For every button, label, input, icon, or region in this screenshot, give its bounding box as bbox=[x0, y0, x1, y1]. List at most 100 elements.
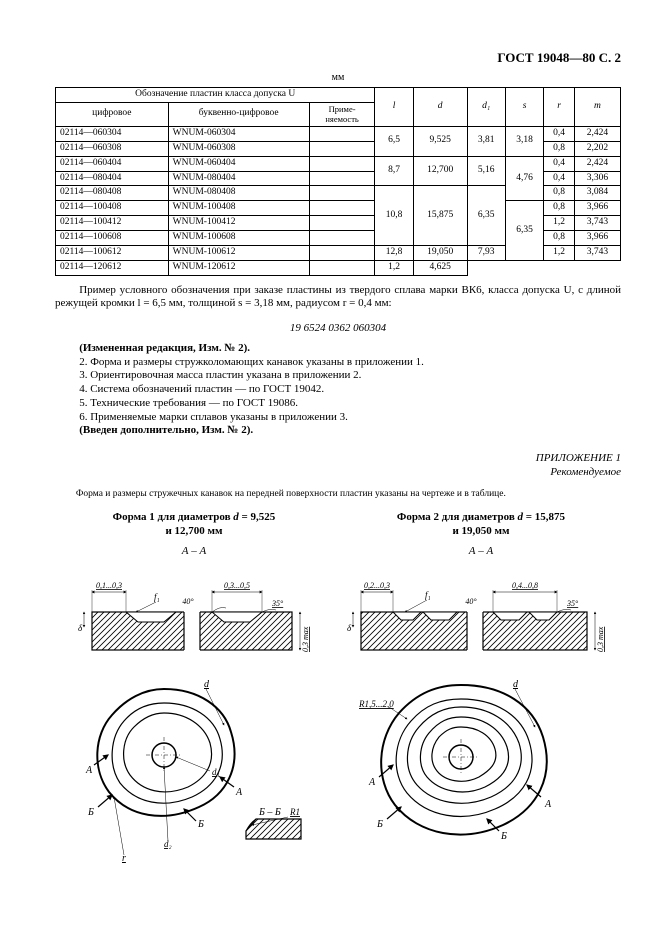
notes-block: (Измененная редакция, Изм. № 2).2. Форма… bbox=[55, 342, 621, 438]
fig2-section-label: А – А bbox=[341, 545, 621, 559]
col-s: s bbox=[505, 87, 543, 126]
svg-text:Б: Б bbox=[500, 831, 507, 842]
table-cell: 2,202 bbox=[574, 141, 620, 156]
table-cell: 0,8 bbox=[544, 231, 575, 246]
svg-text:0,1...0,3: 0,1...0,3 bbox=[96, 581, 122, 590]
spec-table: Обозначение пластин класса допуска U l d… bbox=[55, 87, 621, 276]
table-cell: 1,2 bbox=[544, 245, 575, 260]
appendix-caption: Форма и размеры стружечных канавок на пе… bbox=[55, 489, 621, 501]
table-cell: WNUM-060304 bbox=[168, 126, 309, 141]
svg-text:Б – Б: Б – Б bbox=[258, 807, 281, 818]
table-cell: 0,8 bbox=[544, 186, 575, 201]
col-d1: d₁ bbox=[467, 87, 505, 126]
table-cell: 3,81 bbox=[467, 126, 505, 156]
svg-text:R1: R1 bbox=[289, 807, 300, 817]
table-cell: 0,8 bbox=[544, 201, 575, 216]
table-cell: 3,966 bbox=[574, 201, 620, 216]
table-cell: 02114—060404 bbox=[56, 156, 169, 171]
table-cell: 02114—120612 bbox=[56, 260, 169, 275]
table-cell: 2,424 bbox=[574, 156, 620, 171]
col-m: m bbox=[574, 87, 620, 126]
table-row: 02114—120612WNUM-120612 1,24,625 bbox=[56, 260, 621, 275]
table-cell: 12,8 bbox=[375, 245, 413, 260]
table-cell: 19,050 bbox=[413, 245, 467, 260]
note-line: (Введен дополнительно, Изм. № 2). bbox=[55, 424, 621, 438]
col-d: d bbox=[413, 87, 467, 126]
table-cell: 02114—080408 bbox=[56, 186, 169, 201]
table-row: 02114—100408WNUM-1004086,350,83,966 bbox=[56, 201, 621, 216]
svg-text:R1,5...2,0: R1,5...2,0 bbox=[358, 699, 394, 709]
svg-text:35°: 35° bbox=[271, 599, 284, 608]
table-cell: 3,743 bbox=[574, 216, 620, 231]
table-cell: 3,743 bbox=[574, 245, 620, 260]
table-cell: 15,875 bbox=[413, 186, 467, 246]
svg-text:Б: Б bbox=[87, 807, 94, 818]
figure-form-1: Форма 1 для диаметров d = 9,525 и 12,700… bbox=[55, 511, 333, 877]
note-line: 5. Технические требования — по ГОСТ 1908… bbox=[55, 397, 621, 411]
table-cell: 3,966 bbox=[574, 231, 620, 246]
page-header: ГОСТ 19048—80 С. 2 bbox=[55, 50, 621, 66]
fig2-title-1: Форма 2 для диаметров d = 15,875 bbox=[397, 511, 565, 523]
table-cell: 02114—080404 bbox=[56, 171, 169, 186]
fig2-section-drawing: 0,2...0,3 0,4...0,8 f₁ 40° 35° δ 0,3 max bbox=[341, 562, 621, 672]
table-cell: 02114—100612 bbox=[56, 245, 169, 260]
note-line: 2. Форма и размеры стружколомающих канав… bbox=[55, 356, 621, 370]
table-cell bbox=[309, 216, 375, 231]
table-cell: 0,4 bbox=[544, 156, 575, 171]
table-cell: 0,4 bbox=[544, 171, 575, 186]
table-cell: 0,8 bbox=[544, 141, 575, 156]
svg-text:d: d bbox=[204, 679, 210, 690]
table-cell bbox=[309, 171, 375, 186]
svg-text:δ: δ bbox=[78, 623, 83, 633]
table-cell: WNUM-060404 bbox=[168, 156, 309, 171]
svg-text:0,3 max: 0,3 max bbox=[301, 626, 310, 652]
table-cell bbox=[309, 156, 375, 171]
table-cell: 4,76 bbox=[505, 156, 543, 201]
table-cell: 1,2 bbox=[375, 260, 413, 275]
svg-text:0,2...0,3: 0,2...0,3 bbox=[364, 581, 390, 590]
svg-text:А: А bbox=[85, 765, 93, 776]
example-code: 19 6524 0362 060304 bbox=[55, 322, 621, 336]
table-cell bbox=[309, 126, 375, 141]
svg-text:35°: 35° bbox=[566, 599, 579, 608]
figure-form-2: Форма 2 для диаметров d = 15,875 и 19,05… bbox=[341, 511, 621, 877]
table-cell: 3,306 bbox=[574, 171, 620, 186]
svg-text:40°: 40° bbox=[465, 597, 477, 606]
table-cell bbox=[309, 231, 375, 246]
table-cell: 02114—060308 bbox=[56, 141, 169, 156]
table-cell: WNUM-100612 bbox=[168, 245, 309, 260]
fig1-plan-drawing: d d₁ d₂ А А Б Б r bbox=[64, 677, 324, 872]
svg-text:δ: δ bbox=[347, 623, 352, 633]
fig1-title-1: Форма 1 для диаметров d = 9,525 bbox=[113, 511, 276, 523]
table-cell: 02114—100412 bbox=[56, 216, 169, 231]
table-cell: 8,7 bbox=[375, 156, 413, 186]
table-cell: 4,625 bbox=[413, 260, 467, 275]
fig2-title-2: и 19,050 мм bbox=[452, 525, 509, 537]
note-line: 6. Применяемые марки сплавов указаны в п… bbox=[55, 411, 621, 425]
table-cell bbox=[309, 186, 375, 201]
note-line: 3. Ориентировочная масса пластин указана… bbox=[55, 369, 621, 383]
table-row: 02114—060404WNUM-0604048,712,7005,164,76… bbox=[56, 156, 621, 171]
table-cell: 02114—060304 bbox=[56, 126, 169, 141]
svg-text:0,3 max: 0,3 max bbox=[596, 626, 605, 652]
table-cell: 12,700 bbox=[413, 156, 467, 186]
svg-text:f₁: f₁ bbox=[154, 592, 160, 602]
svg-text:f₁: f₁ bbox=[425, 590, 431, 600]
fig1-section-drawing: 0,1...0,3 0,3...0,5 f₁ 40° 35° δ 0,3 max bbox=[64, 562, 324, 672]
table-cell: 10,8 bbox=[375, 186, 413, 246]
col-digit: цифровое bbox=[56, 102, 169, 126]
col-apply: Приме- няемость bbox=[309, 102, 375, 126]
note-line: (Измененная редакция, Изм. № 2). bbox=[55, 342, 621, 356]
table-cell: 02114—100608 bbox=[56, 231, 169, 246]
table-cell: WNUM-080408 bbox=[168, 186, 309, 201]
col-r: r bbox=[544, 87, 575, 126]
table-cell: WNUM-120612 bbox=[168, 260, 309, 275]
table-cell: WNUM-060308 bbox=[168, 141, 309, 156]
table-cell: 6,35 bbox=[467, 186, 505, 246]
svg-text:Б: Б bbox=[376, 819, 383, 830]
table-cell bbox=[309, 245, 375, 260]
table-cell bbox=[309, 260, 375, 275]
fig2-plan-drawing: d R1,5...2,0 А А Б Б bbox=[341, 677, 621, 872]
units-label: мм bbox=[55, 72, 621, 85]
table-cell: 0,4 bbox=[544, 126, 575, 141]
